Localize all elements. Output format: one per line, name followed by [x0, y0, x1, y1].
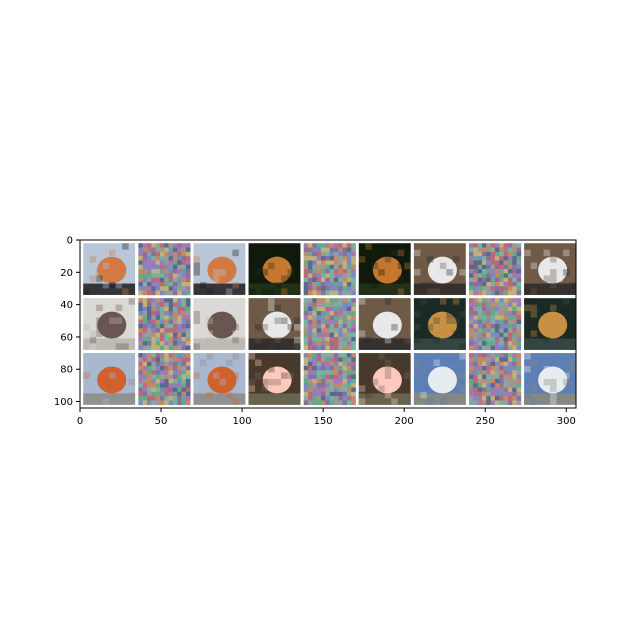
tile-0-3-deer — [248, 243, 301, 295]
tile-0-6-cat — [413, 243, 466, 295]
tile-0-4-noise — [303, 243, 356, 296]
tiles-layer — [80, 240, 576, 408]
x-tick-label: 100 — [233, 416, 252, 427]
y-tick-label: 40 — [60, 300, 73, 311]
tile-2-4-noise — [303, 353, 356, 406]
tile-2-1-noise — [138, 353, 191, 406]
y-tick-label: 20 — [60, 268, 73, 279]
tile-1-2-horse — [193, 298, 246, 350]
tile-0-1-noise — [138, 243, 191, 296]
y-tick-label: 0 — [67, 236, 73, 247]
tile-1-0-horse — [83, 298, 136, 350]
tile-1-8-dog — [524, 298, 576, 350]
tile-1-5-cat — [358, 298, 411, 350]
x-tick-label: 150 — [314, 416, 333, 427]
tile-1-4-noise — [303, 298, 356, 351]
tile-2-8-boat — [524, 353, 576, 405]
y-tick-label: 100 — [54, 397, 73, 408]
x-tick-label: 0 — [77, 416, 83, 427]
axes-frame — [79, 239, 577, 409]
x-axis-ticks: 0 50 100 150 200 250 300 — [77, 408, 576, 427]
tile-1-6-dog — [413, 298, 466, 350]
y-tick-label: 60 — [60, 332, 73, 343]
tile-2-3-frog — [248, 353, 301, 405]
tile-0-7-noise — [469, 243, 522, 296]
x-tick-label: 250 — [476, 416, 495, 427]
tile-0-0-ship — [83, 243, 136, 295]
tile-1-7-noise — [469, 298, 522, 351]
tile-0-8-cat — [524, 243, 576, 295]
y-tick-label: 80 — [60, 365, 73, 376]
x-tick-label: 300 — [557, 416, 576, 427]
tile-0-2-ship — [193, 243, 246, 295]
tile-2-2-truck — [193, 353, 246, 405]
tile-2-5-frog — [358, 353, 411, 405]
x-tick-label: 50 — [155, 416, 168, 427]
tile-2-7-noise — [469, 353, 522, 406]
tile-1-3-cat — [248, 298, 301, 350]
tile-0-5-deer — [358, 243, 411, 295]
x-tick-label: 200 — [395, 416, 414, 427]
y-axis-ticks: 0 20 40 60 80 100 — [54, 236, 80, 408]
tile-2-6-boat — [413, 353, 466, 405]
tile-1-1-noise — [138, 298, 191, 351]
tile-2-0-truck — [83, 353, 136, 405]
